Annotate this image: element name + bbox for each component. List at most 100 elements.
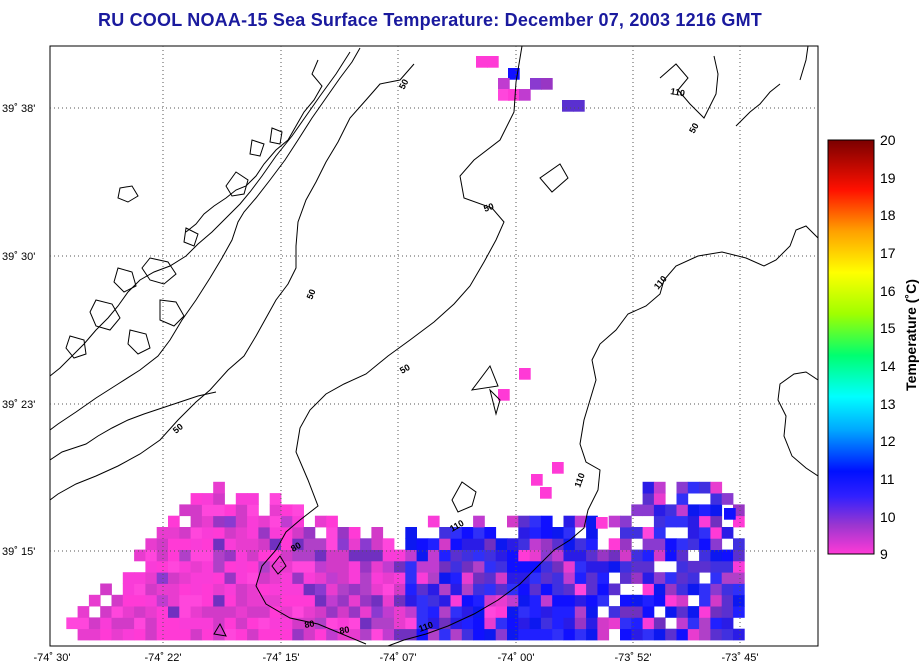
map-title: RU COOL NOAA-15 Sea Surface Temperature:… (98, 10, 762, 30)
sst-pixel (574, 515, 587, 528)
sst-pixel (337, 606, 350, 618)
sst-pixel (382, 606, 395, 618)
sst-pixel (687, 572, 700, 584)
sst-pixel (281, 594, 293, 607)
sst-pixel (224, 549, 237, 562)
contour-small (451, 481, 477, 513)
sst-pixel (608, 583, 621, 596)
sst-pixel (473, 572, 485, 584)
sst-pixel (394, 594, 406, 607)
sst-pixel (88, 617, 101, 630)
marsh-island (65, 335, 87, 359)
sst-pixel (608, 606, 621, 618)
sst-pixel (484, 538, 497, 550)
colorbar-ramp (827, 139, 875, 555)
sst-pixel (235, 527, 248, 539)
sst-pixel (314, 572, 327, 584)
sst-pixel (371, 583, 384, 596)
sst-pixel (111, 606, 124, 618)
sst-pixel (292, 594, 304, 607)
sst-pixel (179, 538, 191, 550)
sst-pixel (213, 606, 225, 618)
sst-pixel (687, 628, 700, 641)
sst-pixel (721, 617, 734, 630)
sst-pixel (427, 560, 440, 573)
sst-pixel (665, 628, 677, 641)
sst-pixel (190, 527, 203, 539)
sst-pixel (281, 538, 293, 550)
sst-pixel (382, 617, 395, 630)
sst-pixel (473, 594, 485, 607)
sst-pixel (394, 617, 406, 630)
sst-pixel (710, 549, 723, 562)
sst-pixel (710, 493, 723, 505)
sst-pixel (179, 549, 191, 562)
sst-pixel (450, 628, 463, 641)
sst-pixel (518, 583, 530, 596)
contour-label: 80 (289, 540, 303, 554)
sst-pixel (201, 594, 214, 607)
sst-pixel (179, 504, 191, 517)
contour-label: 50 (398, 362, 412, 376)
sst-pixel (699, 628, 711, 641)
sst-pixel (461, 549, 474, 562)
sst-pixel (461, 606, 474, 618)
sst-pixel (676, 572, 689, 584)
sst-pixel (642, 606, 655, 618)
sst-pixel (699, 504, 711, 517)
sst-pixel (495, 583, 508, 596)
sst-pixel (540, 549, 553, 562)
sst-pixel (586, 538, 598, 550)
sst-pixel (213, 493, 225, 505)
sst-pixel (653, 628, 666, 641)
sst-pixel (687, 504, 700, 517)
sst-pixel (710, 481, 723, 494)
sst-pixel (439, 594, 451, 607)
sst-pixel (563, 527, 576, 539)
sst-pixel (608, 549, 621, 562)
sst-pixel (281, 549, 293, 562)
sst-pixel (620, 606, 632, 618)
sst-pixel (405, 617, 417, 630)
sst-pixel (348, 583, 361, 596)
sst-pixel (88, 594, 101, 607)
sst-pixel (721, 549, 734, 562)
sst-pixel (733, 606, 745, 618)
sst-pixel (269, 572, 282, 584)
sst-pixel (563, 515, 576, 528)
sst-pixel-layer (66, 56, 745, 641)
contour-label: 50 (482, 201, 495, 214)
sst-pixel (450, 572, 463, 584)
sst-pixel (201, 493, 214, 505)
marsh-island (249, 139, 265, 157)
sst-pixel (710, 583, 723, 596)
sst-pixel (179, 527, 191, 539)
sst-pixel (269, 606, 282, 618)
sst-pixel (529, 549, 542, 562)
sst-pixel (552, 560, 564, 573)
contour-label: 50 (397, 77, 411, 91)
lon-tick-label: -74˚ 07' (380, 652, 417, 664)
sst-pixel (371, 572, 384, 584)
sst-pixel (213, 549, 225, 562)
sst-pixel (642, 527, 655, 539)
sst-pixel (518, 527, 530, 539)
sst-pixel (258, 538, 271, 550)
sst-pixel (156, 583, 169, 596)
sst-pixel (168, 617, 180, 630)
sst-pixel (179, 572, 191, 584)
sst-pixel (676, 628, 689, 641)
sst-pixel (281, 583, 293, 596)
sst-pixel (213, 527, 225, 539)
sst-pixel (247, 594, 259, 607)
sst-pixel (337, 583, 350, 596)
sst-pixel (439, 572, 451, 584)
sst-pixel (710, 594, 723, 607)
contour-110m-north (659, 55, 719, 119)
sst-pixel (687, 538, 700, 550)
sst-pixel (190, 628, 203, 641)
sst-pixel (348, 549, 361, 562)
sst-pixel (665, 538, 677, 550)
sst-pixel (337, 560, 350, 573)
sst-pixel (100, 628, 112, 641)
